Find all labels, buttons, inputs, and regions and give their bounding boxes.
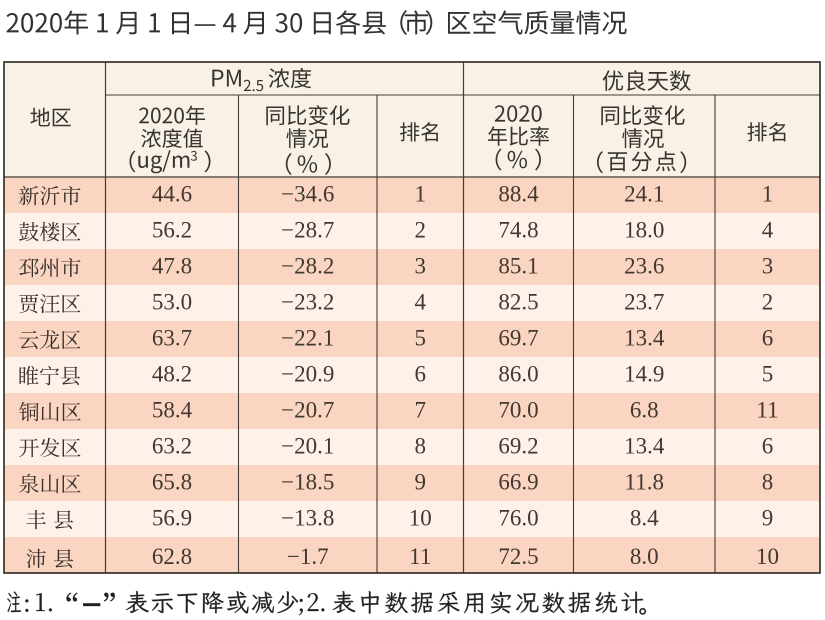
- svg-text:85.1: 85.1: [498, 253, 538, 278]
- svg-text:23.7: 23.7: [624, 289, 664, 314]
- svg-text:18.0: 18.0: [624, 217, 664, 242]
- svg-text:8.0: 8.0: [630, 544, 659, 569]
- svg-text:5: 5: [762, 361, 774, 386]
- svg-text:−23.2: −23.2: [281, 289, 334, 314]
- svg-text:3: 3: [762, 253, 774, 278]
- svg-text:76.0: 76.0: [498, 505, 538, 530]
- svg-text:−28.7: −28.7: [281, 217, 334, 242]
- svg-text:−18.5: −18.5: [281, 469, 334, 494]
- svg-text:14.9: 14.9: [624, 361, 664, 386]
- svg-text:70.0: 70.0: [498, 397, 538, 422]
- svg-text:62.8: 62.8: [152, 544, 192, 569]
- svg-text:6: 6: [762, 325, 774, 350]
- svg-text:65.8: 65.8: [152, 469, 192, 494]
- svg-text:8.4: 8.4: [630, 505, 659, 530]
- svg-text:2: 2: [762, 289, 774, 314]
- svg-text:1: 1: [762, 181, 774, 206]
- svg-text:10: 10: [756, 544, 779, 569]
- svg-text:−20.7: −20.7: [281, 397, 334, 422]
- svg-text:5: 5: [415, 325, 427, 350]
- svg-text:24.1: 24.1: [624, 181, 664, 206]
- svg-text:74.8: 74.8: [498, 217, 538, 242]
- svg-text:13.4: 13.4: [624, 325, 665, 350]
- svg-text:4: 4: [762, 217, 774, 242]
- svg-text:69.7: 69.7: [498, 325, 538, 350]
- svg-text:3: 3: [415, 253, 427, 278]
- svg-text:−22.1: −22.1: [281, 325, 334, 350]
- svg-text:11: 11: [756, 397, 778, 422]
- svg-text:23.6: 23.6: [624, 253, 664, 278]
- svg-text:8: 8: [415, 433, 427, 458]
- svg-text:2: 2: [415, 217, 427, 242]
- svg-text:47.8: 47.8: [152, 253, 192, 278]
- svg-text:11.8: 11.8: [625, 469, 664, 494]
- svg-text:66.9: 66.9: [498, 469, 538, 494]
- svg-text:8: 8: [762, 469, 774, 494]
- svg-text:44.6: 44.6: [152, 181, 192, 206]
- svg-text:6.8: 6.8: [630, 397, 659, 422]
- svg-text:1: 1: [415, 181, 427, 206]
- svg-text:88.4: 88.4: [498, 181, 539, 206]
- svg-text:6: 6: [415, 361, 427, 386]
- svg-text:−20.1: −20.1: [281, 433, 334, 458]
- svg-text:69.2: 69.2: [498, 433, 538, 458]
- svg-text:56.2: 56.2: [152, 217, 192, 242]
- svg-text:11: 11: [409, 544, 431, 569]
- svg-text:−28.2: −28.2: [281, 253, 334, 278]
- svg-text:72.5: 72.5: [498, 544, 538, 569]
- svg-text:7: 7: [415, 397, 427, 422]
- svg-text:9: 9: [415, 469, 427, 494]
- svg-text:82.5: 82.5: [498, 289, 538, 314]
- svg-text:−13.8: −13.8: [281, 505, 334, 530]
- svg-text:56.9: 56.9: [152, 505, 192, 530]
- svg-text:63.7: 63.7: [152, 325, 192, 350]
- svg-text:9: 9: [762, 505, 774, 530]
- svg-text:−34.6: −34.6: [281, 181, 334, 206]
- svg-text:58.4: 58.4: [152, 397, 193, 422]
- svg-text:−1.7: −1.7: [287, 544, 329, 569]
- svg-text:63.2: 63.2: [152, 433, 192, 458]
- svg-text:10: 10: [409, 505, 432, 530]
- svg-text:4: 4: [415, 289, 427, 314]
- svg-text:6: 6: [762, 433, 774, 458]
- svg-text:13.4: 13.4: [624, 433, 665, 458]
- svg-text:53.0: 53.0: [152, 289, 192, 314]
- svg-text:86.0: 86.0: [498, 361, 538, 386]
- svg-text:−20.9: −20.9: [281, 361, 334, 386]
- svg-text:48.2: 48.2: [152, 361, 192, 386]
